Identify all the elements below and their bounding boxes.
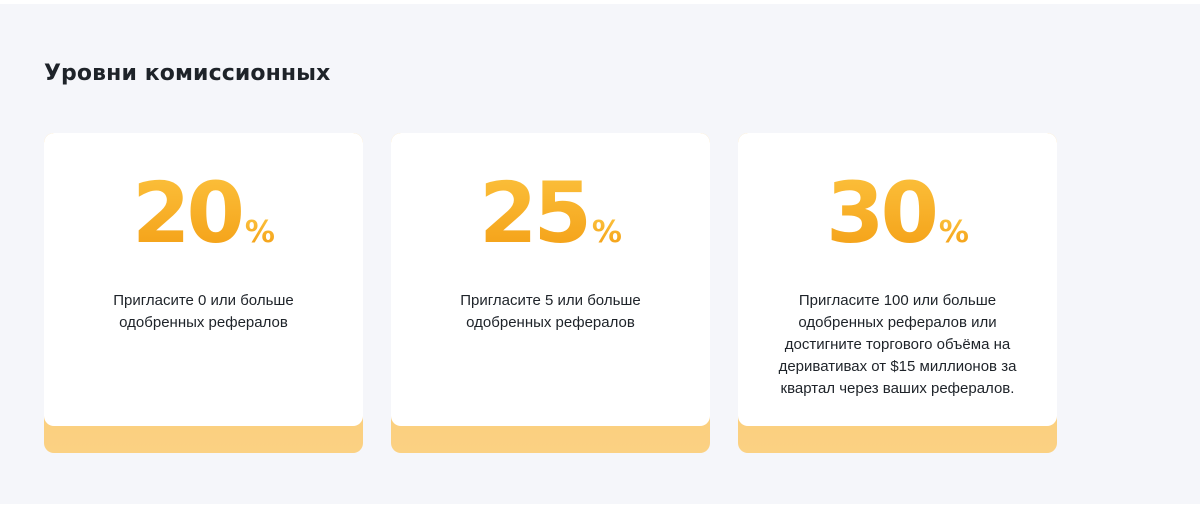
tier-rate-value: 20 <box>132 164 245 262</box>
tier-card-body: 25% Пригласите 5 или больше одобренных р… <box>391 133 710 426</box>
tier-rate-unit: % <box>244 215 275 250</box>
tier-rate-unit: % <box>591 215 622 250</box>
tier-description: Пригласите 100 или больше одобренных реф… <box>778 292 1017 397</box>
tier-rate: 30% <box>738 163 1057 263</box>
tier-card-20: 20% Пригласите 0 или больше одобренных р… <box>44 133 363 453</box>
tier-card-body: 20% Пригласите 0 или больше одобренных р… <box>44 133 363 426</box>
tier-rate-unit: % <box>938 215 969 250</box>
tier-rate-value: 30 <box>826 164 939 262</box>
tier-description: Пригласите 0 или больше одобренных рефер… <box>113 292 294 331</box>
section-title: Уровни комиссионных <box>44 61 331 86</box>
tier-card-25: 25% Пригласите 5 или больше одобренных р… <box>391 133 710 453</box>
tier-rate: 20% <box>44 163 363 263</box>
tier-cards: 20% Пригласите 0 или больше одобренных р… <box>44 133 1057 453</box>
commission-tiers-section: Уровни комиссионных 20% Пригласите 0 или… <box>0 4 1200 504</box>
tier-rate: 25% <box>391 163 710 263</box>
tier-rate-value: 25 <box>479 164 592 262</box>
tier-description: Пригласите 5 или больше одобренных рефер… <box>460 292 641 331</box>
tier-card-30: 30% Пригласите 100 или больше одобренных… <box>738 133 1057 453</box>
tier-card-body: 30% Пригласите 100 или больше одобренных… <box>738 133 1057 426</box>
